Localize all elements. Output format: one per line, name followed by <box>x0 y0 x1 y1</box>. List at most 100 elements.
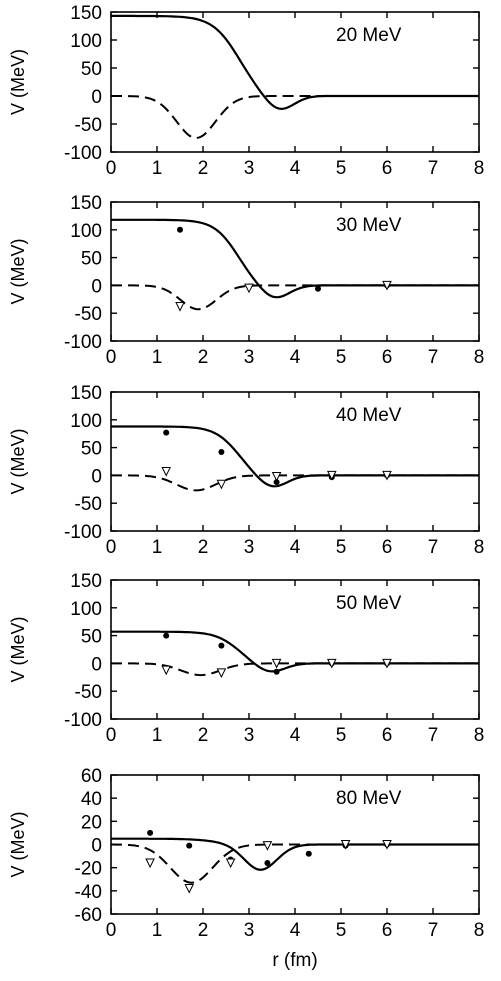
filled-point <box>218 449 225 456</box>
x-tick-label: 5 <box>336 725 347 746</box>
filled-point <box>147 829 154 836</box>
open-point <box>216 479 227 490</box>
x-tick-label: 2 <box>198 347 209 368</box>
panel-1: 0 1 2 3 4 5 6 7 8 -100 -50 0 50 100 150 V (MeV) 20 MeV <box>8 3 484 179</box>
y-tick-label: 150 <box>70 383 102 404</box>
x-tick-label: 8 <box>474 537 485 558</box>
y-tick-label: 40 <box>81 789 102 810</box>
y-tick-label: -60 <box>75 905 102 926</box>
y-axis-label: V (MeV) <box>8 428 28 494</box>
y-tick-label: 50 <box>81 59 102 80</box>
open-point <box>184 884 195 894</box>
open-point <box>145 858 155 869</box>
x-tick-label: 2 <box>198 920 209 941</box>
x-tick-label: 2 <box>198 725 209 746</box>
x-tick-label: 1 <box>152 725 163 746</box>
x-tick-label: 5 <box>336 158 347 179</box>
x-tick-label: 2 <box>198 537 209 558</box>
filled-point <box>163 429 170 436</box>
x-tick-label: 5 <box>336 347 347 368</box>
filled-point <box>264 860 271 867</box>
open-point <box>340 840 351 850</box>
dashed-curve <box>111 284 479 311</box>
open-point <box>271 472 282 482</box>
filled-point <box>315 285 321 292</box>
x-tick-label: 7 <box>428 920 439 941</box>
dashed-curve <box>111 474 479 492</box>
y-tick-label: 100 <box>70 411 102 432</box>
y-tick-label: 20 <box>81 812 102 833</box>
y-tick-label: -50 <box>75 115 102 136</box>
filled-point <box>218 642 225 649</box>
x-tick-label: 1 <box>152 537 163 558</box>
x-tick-label: 4 <box>290 158 301 179</box>
energy-label: 50 MeV <box>336 593 402 614</box>
y-tick-label: 100 <box>70 599 102 620</box>
plot-frame <box>110 391 480 532</box>
y-tick-label: -50 <box>75 494 102 515</box>
open-point <box>161 665 172 676</box>
y-tick-label: -100 <box>64 332 102 353</box>
x-tick-label: 6 <box>382 725 393 746</box>
x-tick-label: 1 <box>152 158 163 179</box>
y-tick-label: 100 <box>70 221 102 242</box>
x-tick-label: 7 <box>428 158 439 179</box>
x-tick-label: 0 <box>106 920 117 941</box>
y-tick-label: 100 <box>70 31 102 52</box>
energy-label: 80 MeV <box>336 788 402 809</box>
panel-2: 0 1 2 3 4 5 6 7 8 -100 -50 0 50 100 150 V (MeV) 30 MeV <box>8 193 484 368</box>
open-point <box>382 470 392 481</box>
y-tick-label: 0 <box>91 836 102 857</box>
plot-frame <box>110 11 480 153</box>
y-tick-label: 0 <box>91 87 102 108</box>
y-tick-label: -100 <box>64 710 102 731</box>
x-tick-label: 5 <box>336 537 347 558</box>
panel-3: 0 1 2 3 4 5 6 7 8 -100 -50 0 50 100 150 V (MeV) 40 MeV <box>8 383 484 558</box>
open-point <box>262 841 273 851</box>
open-point <box>175 302 185 312</box>
y-tick-label: 50 <box>81 249 102 270</box>
x-tick-label: 2 <box>198 158 209 179</box>
open-point <box>216 668 227 678</box>
open-point <box>382 280 392 291</box>
x-tick-label: 3 <box>244 347 255 368</box>
energy-label: 40 MeV <box>336 405 402 426</box>
dashed-curve <box>111 95 479 140</box>
x-tick-label: 0 <box>106 537 117 558</box>
open-point <box>382 658 392 669</box>
y-axis-label: V (MeV) <box>8 811 28 877</box>
y-tick-label: 0 <box>91 466 102 487</box>
y-tick-label: 0 <box>91 654 102 675</box>
x-tick-label: 7 <box>428 725 439 746</box>
y-tick-label: -40 <box>75 882 102 903</box>
x-tick-label: 3 <box>244 725 255 746</box>
y-tick-label: -20 <box>75 859 102 880</box>
y-axis-label: V (MeV) <box>8 49 28 115</box>
x-tick-label: 4 <box>290 920 301 941</box>
x-tick-label: 1 <box>152 920 163 941</box>
energy-label: 30 MeV <box>336 215 402 236</box>
x-tick-label: 8 <box>474 158 485 179</box>
y-tick-label: -100 <box>64 522 102 543</box>
panel-4: 0 1 2 3 4 5 6 7 8 -100 -50 0 50 100 150 V (MeV) 50 MeV <box>8 571 484 746</box>
open-point <box>244 283 254 294</box>
x-tick-label: 6 <box>382 158 393 179</box>
x-tick-label: 6 <box>382 537 393 558</box>
y-tick-label: 50 <box>81 627 102 648</box>
open-point <box>161 467 172 477</box>
plot-frame <box>110 579 480 720</box>
x-tick-label: 4 <box>290 347 301 368</box>
x-tick-label: 3 <box>244 158 255 179</box>
y-tick-label: 150 <box>70 3 102 24</box>
x-tick-label: 5 <box>336 920 347 941</box>
x-tick-label: 3 <box>244 920 255 941</box>
x-tick-label: 6 <box>382 347 393 368</box>
solid-curve <box>111 14 479 111</box>
filled-point <box>273 668 280 675</box>
dashed-curve <box>111 662 479 677</box>
open-point <box>382 840 392 850</box>
filled-point <box>177 226 183 233</box>
open-point <box>271 658 282 669</box>
